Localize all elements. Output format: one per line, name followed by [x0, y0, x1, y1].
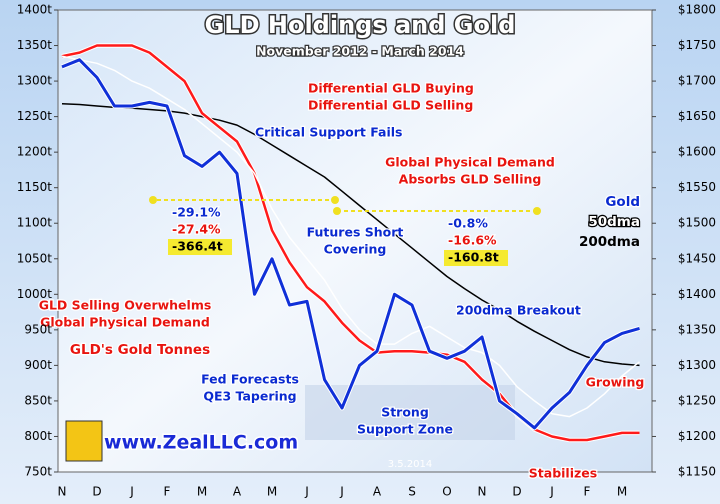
annotation: -366.4t	[172, 239, 223, 254]
x-tick-label: J	[339, 485, 344, 499]
x-tick-label: D	[92, 485, 101, 499]
y-tick-label: 1400t	[17, 3, 53, 17]
range-dot	[333, 207, 341, 215]
logo	[65, 420, 103, 462]
annotation: Support Zone	[357, 422, 453, 437]
legend-entry: Gold	[605, 194, 640, 210]
y-tick-label: 1250t	[17, 109, 53, 123]
annotation: Critical Support Fails	[255, 125, 403, 140]
x-tick-label: J	[549, 485, 554, 499]
label-box	[444, 250, 508, 266]
annotation: -160.8t	[448, 250, 499, 265]
chart-subtitle: November 2012 - March 2014	[256, 44, 464, 59]
y2-tick-label: $1150	[678, 465, 716, 479]
y2-tick-label: $1400	[678, 287, 716, 301]
series-line	[61, 58, 640, 430]
y2-tick-label: $1450	[678, 251, 716, 265]
annotation: Strong	[381, 405, 429, 420]
legend-entry: GLD's Gold Tonnes	[70, 342, 210, 358]
x-tick-label: A	[373, 485, 382, 499]
annotation: Global Physical Demand	[385, 155, 555, 170]
x-tick-label: A	[233, 485, 242, 499]
y-tick-label: 850t	[24, 393, 52, 407]
x-tick-label: M	[267, 485, 277, 499]
series-line	[61, 44, 640, 442]
annotation: Differential GLD Selling	[308, 98, 473, 113]
x-tick-label: J	[129, 485, 134, 499]
annotation: Growing	[586, 375, 645, 390]
x-tick-label: F	[584, 485, 591, 499]
range-dot	[533, 207, 541, 215]
y2-tick-label: $1550	[678, 180, 716, 194]
series-line	[61, 55, 640, 418]
date-stamp: 3.5.2014	[388, 459, 433, 470]
y2-tick-label: $1650	[678, 109, 716, 123]
y-tick-label: 900t	[24, 358, 52, 372]
annotation: Fed Forecasts	[201, 372, 299, 387]
y-tick-label: 800t	[24, 429, 52, 443]
y-tick-label: 1000t	[17, 287, 53, 301]
range-dot	[331, 196, 339, 204]
y-tick-label: 1050t	[17, 251, 53, 265]
y2-tick-label: $1750	[678, 38, 716, 52]
annotation: GLD Selling Overwhelms	[39, 298, 212, 313]
legend-entry: 50dma	[588, 214, 640, 230]
annotation: -0.8%	[448, 216, 488, 231]
y-tick-label: 1200t	[17, 145, 53, 159]
y2-tick-label: $1600	[678, 145, 716, 159]
annotation: Absorbs GLD Selling	[399, 172, 542, 187]
annotation: -27.4%	[172, 222, 221, 237]
annotation: QE3 Tapering	[203, 389, 296, 404]
x-tick-label: J	[304, 485, 309, 499]
x-tick-label: O	[442, 485, 451, 499]
x-tick-label: M	[617, 485, 627, 499]
y2-tick-label: $1200	[678, 429, 716, 443]
y2-tick-label: $1700	[678, 74, 716, 88]
series-line	[61, 103, 640, 367]
range-dot	[149, 196, 157, 204]
annotation: -16.6%	[448, 233, 497, 248]
x-tick-label: D	[512, 485, 521, 499]
annotation: Futures Short	[307, 225, 404, 240]
y-tick-label: 1150t	[17, 180, 53, 194]
x-tick-label: S	[408, 485, 416, 499]
chart-title: GLD Holdings and Gold	[205, 11, 516, 39]
annotation: Covering	[324, 242, 387, 257]
annotation: Global Physical Demand	[40, 315, 210, 330]
y-tick-label: 750t	[24, 465, 52, 479]
y-tick-label: 1350t	[17, 38, 53, 52]
y2-tick-label: $1250	[678, 393, 716, 407]
website: www.ZealLLC.com	[104, 432, 298, 454]
annotation: Differential GLD Buying	[308, 81, 474, 96]
x-tick-label: F	[164, 485, 171, 499]
y2-tick-label: $1500	[678, 216, 716, 230]
support-zone	[305, 385, 515, 440]
label-box	[168, 239, 232, 255]
y-tick-label: 950t	[24, 322, 52, 336]
y2-tick-label: $1300	[678, 358, 716, 372]
y-tick-label: 1300t	[17, 74, 53, 88]
x-tick-label: N	[58, 485, 67, 499]
x-tick-label: M	[197, 485, 207, 499]
annotation: -29.1%	[172, 205, 221, 220]
y-tick-label: 1100t	[17, 216, 53, 230]
annotation: Stabilizes	[529, 466, 597, 481]
annotation: 200dma Breakout	[456, 303, 581, 318]
legend-entry: 200dma	[579, 234, 640, 250]
y2-tick-label: $1350	[678, 322, 716, 336]
y2-tick-label: $1800	[678, 3, 716, 17]
x-tick-label: N	[478, 485, 487, 499]
